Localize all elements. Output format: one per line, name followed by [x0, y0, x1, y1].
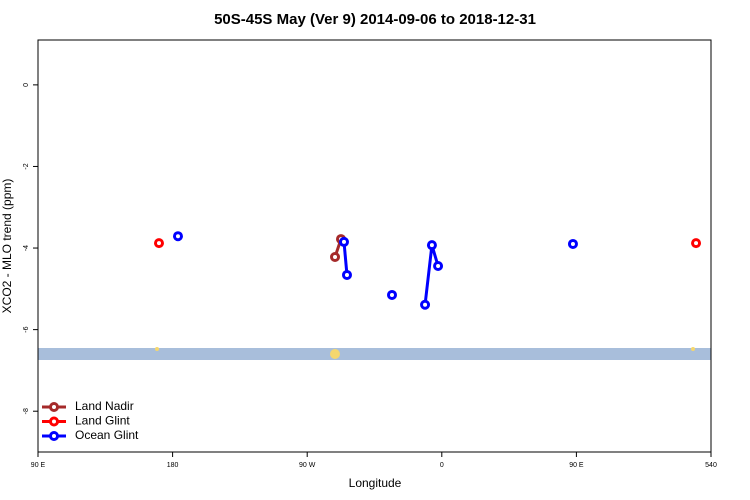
legend-label: Ocean Glint — [75, 428, 139, 442]
map-dot — [155, 347, 159, 351]
x-tick-label: 90 E — [569, 462, 584, 469]
series-line — [342, 241, 349, 276]
y-tick-label: -8 — [23, 408, 30, 414]
map-dot — [330, 349, 340, 359]
y-tick-label: -2 — [23, 163, 30, 169]
legend-marker — [49, 431, 59, 441]
legend-label: Land Nadir — [75, 399, 134, 413]
map-strip — [38, 348, 711, 360]
data-point — [338, 236, 349, 247]
map-dot — [691, 347, 695, 351]
data-point — [567, 238, 578, 249]
data-point — [426, 240, 437, 251]
legend-label: Land Glint — [75, 414, 130, 428]
legend-marker — [49, 416, 59, 427]
data-point — [386, 289, 397, 300]
data-point — [172, 231, 183, 242]
y-tick-label: -6 — [23, 326, 30, 332]
x-axis-label: Longitude — [349, 476, 402, 490]
data-point — [341, 269, 352, 280]
x-tick-label: 540 — [705, 462, 717, 469]
data-point — [420, 299, 431, 310]
data-point — [153, 238, 164, 249]
plot-frame — [37, 39, 712, 453]
x-tick-label: 90 W — [299, 462, 316, 469]
data-point — [433, 260, 444, 271]
x-tick-label: 90 E — [31, 462, 46, 469]
series-line — [423, 244, 440, 305]
data-point — [691, 238, 702, 249]
x-tick-label: 180 — [167, 462, 179, 469]
legend-marker — [49, 402, 59, 412]
x-tick-label: 0 — [440, 462, 444, 469]
y-tick-label: 0 — [23, 83, 30, 87]
data-point — [330, 252, 341, 263]
y-axis-label: XCO2 - MLO trend (ppm) — [0, 179, 14, 314]
chart-title: 50S-45S May (Ver 9) 2014-09-06 to 2018-1… — [214, 11, 536, 28]
y-tick-label: -4 — [23, 245, 30, 251]
